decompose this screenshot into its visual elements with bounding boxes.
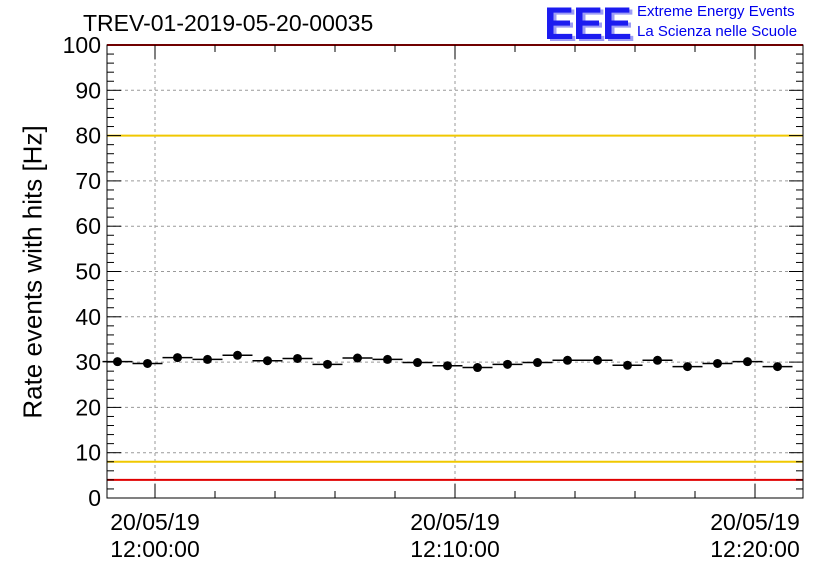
data-point	[293, 353, 302, 363]
x-tick-label-time: 12:20:00	[710, 536, 800, 562]
data-point	[593, 355, 602, 365]
x-tick-label-time: 12:10:00	[410, 536, 500, 562]
logo-caption-line2: La Scienza nelle Scuole	[637, 23, 798, 40]
data-point	[653, 355, 662, 365]
y-tick-label: 70	[75, 168, 101, 194]
data-point	[353, 353, 362, 363]
data-point	[203, 354, 212, 364]
logo-caption: Extreme Energy Events La Scienza nelle S…	[637, 2, 797, 42]
data-point	[473, 363, 482, 373]
data-point	[773, 362, 782, 372]
data-point	[233, 350, 242, 360]
y-tick-label: 30	[75, 349, 101, 375]
y-tick-label: 90	[75, 77, 101, 103]
y-tick-label: 0	[88, 485, 101, 511]
y-tick-label: 80	[75, 123, 101, 149]
data-points	[102, 350, 793, 373]
data-point	[563, 355, 572, 365]
y-tick-label: 50	[75, 259, 101, 285]
y-axis-label: Rate events with hits [Hz]	[17, 125, 48, 419]
y-tick-label: 10	[75, 440, 101, 466]
data-point	[113, 357, 122, 367]
y-tick-label: 60	[75, 213, 101, 239]
data-point	[143, 358, 152, 368]
y-tick-label: 100	[63, 32, 101, 58]
x-tick-label-date: 20/05/19	[410, 509, 500, 535]
y-tick-labels: 0 10 20 30 40 50 60 70 80 90 100	[63, 32, 101, 511]
data-point	[263, 356, 272, 366]
plot-frame	[106, 44, 804, 499]
x-tick-labels: 20/05/1912:00:0020/05/1912:10:0020/05/19…	[110, 509, 800, 562]
data-point	[443, 361, 452, 371]
chart-title: TREV-01-2019-05-20-00035	[83, 10, 374, 36]
x-tick-label-date: 20/05/19	[710, 509, 800, 535]
data-point	[533, 358, 542, 368]
data-point	[503, 359, 512, 369]
y-tick-label: 20	[75, 394, 101, 420]
logo-caption-line1: Extreme Energy Events	[637, 3, 795, 20]
x-tick-label-time: 12:00:00	[110, 536, 200, 562]
data-point	[383, 354, 392, 364]
data-point	[623, 360, 632, 370]
eee-logo: EEE	[544, 0, 632, 49]
y-tick-label: 40	[75, 304, 101, 330]
data-point	[743, 357, 752, 367]
data-point	[173, 353, 182, 363]
grid-lines	[107, 45, 803, 498]
data-point	[323, 359, 332, 369]
x-tick-label-date: 20/05/19	[110, 509, 200, 535]
data-point	[683, 362, 692, 372]
data-point	[413, 358, 422, 368]
data-point	[713, 358, 722, 368]
